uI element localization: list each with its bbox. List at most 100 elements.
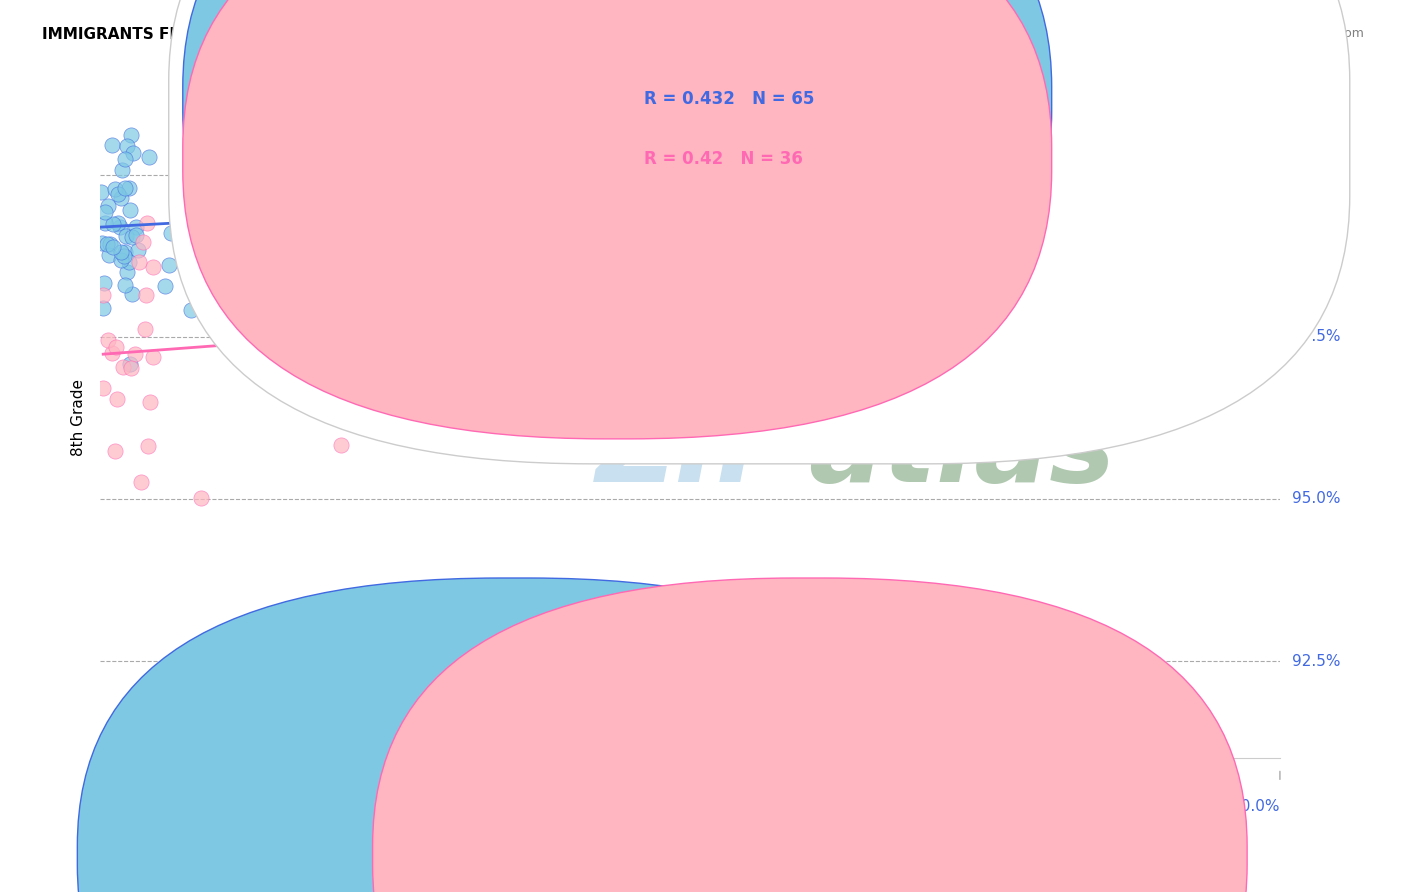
Point bbox=[125, 220, 148, 235]
Point bbox=[482, 186, 505, 201]
Point bbox=[139, 395, 162, 409]
Point bbox=[263, 206, 285, 220]
Point bbox=[114, 181, 136, 195]
Point bbox=[98, 236, 121, 251]
Point bbox=[1071, 172, 1094, 186]
Text: IMMIGRANTS FROM CZECHOSLOVAKIA VS IMMIGRANTS FROM SOUTH AFRICA 8TH GRADE CORRELA: IMMIGRANTS FROM CZECHOSLOVAKIA VS IMMIGR… bbox=[42, 27, 993, 42]
Point bbox=[110, 244, 132, 259]
Point bbox=[105, 392, 128, 406]
Point bbox=[110, 190, 132, 204]
Point bbox=[103, 240, 125, 254]
Text: Source: ZipAtlas.com: Source: ZipAtlas.com bbox=[1230, 27, 1364, 40]
Point bbox=[107, 187, 129, 202]
Point bbox=[125, 228, 148, 243]
Point bbox=[104, 443, 127, 458]
Point bbox=[110, 220, 132, 235]
Point bbox=[440, 169, 463, 184]
Text: atlas: atlas bbox=[808, 399, 1115, 506]
Point bbox=[373, 396, 395, 410]
Point bbox=[135, 216, 157, 230]
Point bbox=[124, 347, 146, 361]
Point bbox=[1229, 237, 1251, 252]
Point bbox=[90, 185, 112, 199]
Text: 92.5%: 92.5% bbox=[1292, 654, 1340, 669]
Point bbox=[96, 236, 118, 251]
Point bbox=[97, 198, 120, 212]
Point bbox=[91, 301, 114, 315]
Point bbox=[465, 243, 488, 257]
Point bbox=[97, 333, 120, 347]
Point bbox=[155, 278, 177, 293]
Point bbox=[184, 160, 207, 174]
Point bbox=[97, 248, 120, 262]
Point bbox=[115, 139, 138, 153]
Point bbox=[93, 216, 115, 230]
Point bbox=[246, 234, 269, 248]
Point bbox=[180, 303, 202, 318]
Point bbox=[111, 162, 134, 177]
Point bbox=[114, 244, 136, 259]
Point bbox=[122, 146, 145, 161]
Text: Immigrants from South Africa: Immigrants from South Africa bbox=[832, 848, 1059, 863]
Point bbox=[91, 287, 114, 301]
Point bbox=[114, 152, 136, 166]
Point bbox=[350, 403, 373, 417]
Point bbox=[247, 267, 270, 281]
Text: 60.0%: 60.0% bbox=[1232, 799, 1279, 814]
Point bbox=[112, 249, 135, 263]
Text: 97.5%: 97.5% bbox=[1292, 329, 1340, 344]
Point bbox=[117, 254, 139, 268]
Point bbox=[91, 381, 114, 395]
Point bbox=[120, 128, 142, 143]
Point bbox=[1170, 139, 1192, 153]
Point bbox=[104, 182, 127, 196]
Point bbox=[118, 357, 141, 371]
Point bbox=[778, 416, 800, 430]
Point bbox=[128, 254, 150, 268]
Point bbox=[344, 178, 367, 193]
Point bbox=[657, 182, 679, 196]
Point bbox=[609, 135, 631, 149]
Text: ZIP: ZIP bbox=[596, 399, 799, 506]
Point bbox=[118, 181, 141, 195]
Point bbox=[297, 276, 319, 290]
Point bbox=[329, 438, 352, 452]
Point bbox=[135, 287, 157, 301]
Point bbox=[101, 217, 124, 231]
Point bbox=[101, 138, 124, 153]
Point bbox=[104, 340, 127, 354]
Point bbox=[257, 275, 280, 289]
Point bbox=[177, 219, 200, 234]
Point bbox=[437, 180, 460, 194]
Text: R = 0.432   N = 65: R = 0.432 N = 65 bbox=[644, 90, 814, 108]
Point bbox=[1170, 211, 1192, 225]
Text: 100.0%: 100.0% bbox=[1292, 167, 1350, 182]
Point bbox=[138, 439, 160, 453]
Point bbox=[120, 202, 142, 217]
Point bbox=[174, 204, 197, 219]
Point bbox=[117, 265, 139, 279]
Point bbox=[107, 216, 129, 230]
Point bbox=[214, 226, 236, 240]
Point bbox=[346, 255, 368, 269]
Text: 0.0%: 0.0% bbox=[100, 799, 139, 814]
Point bbox=[142, 260, 165, 274]
Point bbox=[673, 125, 696, 139]
Point bbox=[120, 361, 142, 376]
Point bbox=[264, 311, 287, 326]
Point bbox=[93, 276, 115, 290]
Point bbox=[101, 346, 124, 360]
Point bbox=[159, 226, 181, 240]
Point bbox=[322, 171, 344, 186]
Point bbox=[266, 275, 288, 289]
Point bbox=[94, 205, 117, 219]
Point bbox=[190, 491, 212, 505]
Point bbox=[112, 359, 135, 374]
Text: Immigrants from Czechoslovakia: Immigrants from Czechoslovakia bbox=[537, 848, 789, 863]
Point bbox=[280, 363, 302, 377]
Point bbox=[121, 286, 143, 301]
Point bbox=[114, 277, 136, 292]
Text: 95.0%: 95.0% bbox=[1292, 491, 1340, 507]
Point bbox=[157, 258, 180, 272]
Y-axis label: 8th Grade: 8th Grade bbox=[72, 379, 86, 457]
